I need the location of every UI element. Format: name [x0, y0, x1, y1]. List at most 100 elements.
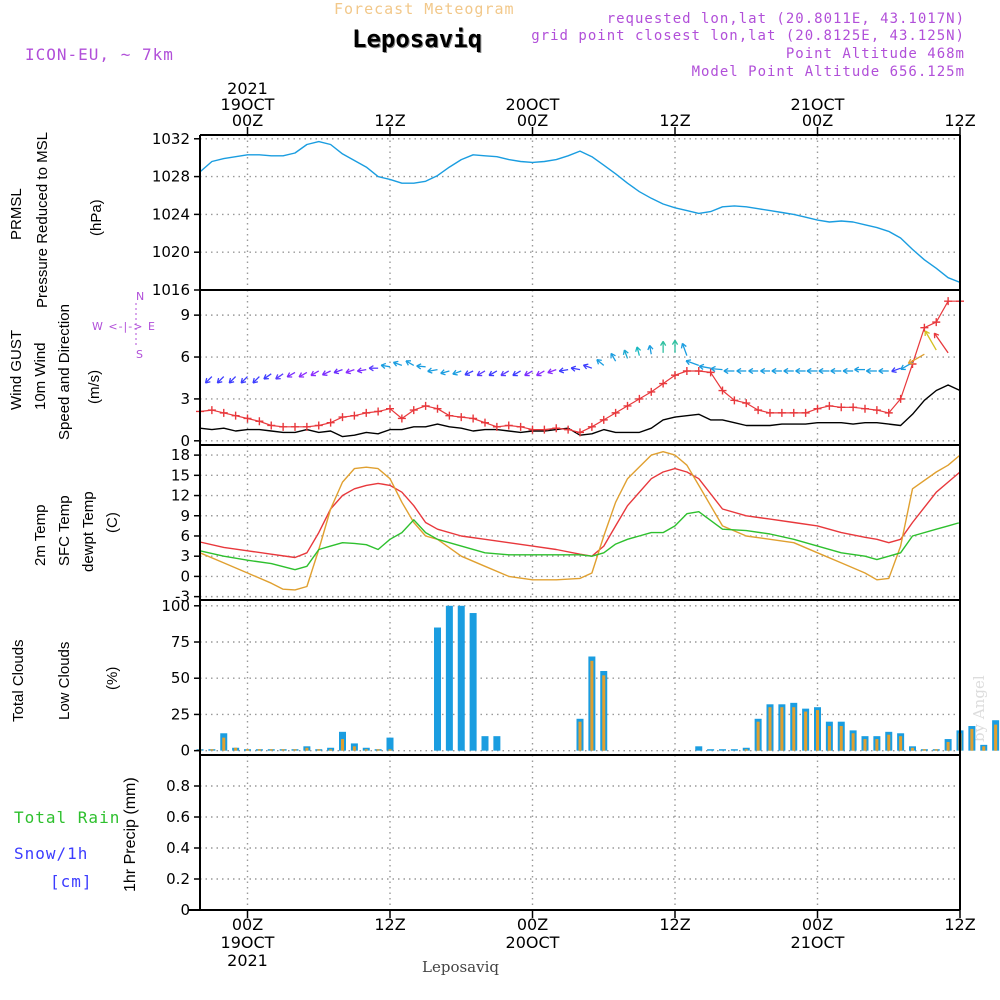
wind-arrow-head: [866, 367, 871, 375]
total-cloud-bar: [386, 737, 394, 751]
y-tick-label: 9: [180, 507, 190, 525]
low-cloud-bar: [602, 675, 606, 751]
total-cloud-bar: [457, 605, 465, 751]
wind-arrow-head: [596, 358, 602, 365]
low-cloud-bar: [210, 749, 214, 751]
low-cloud-bar: [246, 749, 249, 751]
gust-marker: [386, 404, 394, 413]
gust-marker: [694, 366, 703, 375]
gust-marker: [445, 411, 454, 420]
wind-arrow-head: [878, 367, 884, 375]
x-tick-label-top: 12Z: [944, 111, 975, 130]
meteogram-title: Forecast Meteogram: [334, 0, 515, 18]
wind-arrow-shaft: [559, 368, 569, 372]
wind-arrow-shaft: [710, 367, 723, 371]
total-cloud-bar: [469, 613, 477, 751]
total-cloud-bar: [730, 749, 738, 751]
gust-marker: [861, 404, 869, 413]
gust-marker: [552, 424, 561, 433]
wind-arrow-head: [659, 341, 667, 346]
wind-arrow-head: [900, 364, 906, 371]
y-tick-label: 0: [180, 432, 190, 450]
gust-marker: [789, 408, 798, 417]
low-cloud-bar: [317, 749, 321, 751]
footer-location: Leposaviq: [422, 958, 499, 976]
wind-arrow-head: [818, 367, 824, 375]
gust-marker: [350, 411, 359, 420]
gust-marker: [231, 411, 240, 420]
wind-arrow-shaft: [536, 370, 545, 377]
low-cloud-bar: [911, 747, 914, 751]
gust-marker: [671, 371, 679, 380]
gust-marker: [433, 404, 442, 413]
y-tick-label: 1024: [152, 205, 190, 223]
wind-arrow-shaft: [381, 364, 391, 368]
y-tick-label: 1032: [152, 130, 190, 148]
low-cloud-bar: [222, 737, 226, 751]
gust-marker: [599, 415, 608, 424]
wind-arrow-head: [830, 367, 836, 375]
x-tick-label-top: 00Z: [232, 111, 263, 130]
x-tick-label-bottom: 00Z: [802, 915, 833, 934]
y-tick-label: 50: [171, 669, 190, 687]
gust-marker: [504, 421, 513, 430]
low-cloud-bar: [792, 707, 796, 751]
y-tick-label: 0.2: [166, 870, 190, 888]
wind-arrow-shaft: [333, 368, 343, 374]
low-cloud-bar: [934, 749, 938, 751]
gust-marker: [516, 422, 525, 431]
gust-marker: [884, 408, 893, 417]
gust-marker: [730, 396, 739, 405]
total-cloud-bar: [445, 605, 453, 751]
wind-arrow-head: [333, 368, 340, 375]
gust-marker: [837, 403, 846, 412]
wind-arrow-head: [698, 363, 705, 370]
low-cloud-bar: [293, 749, 297, 751]
gust-marker: [291, 422, 299, 431]
gust-marker: [469, 414, 478, 423]
wind-arrow-head: [771, 367, 777, 375]
y-tick-label: 6: [180, 348, 190, 366]
wind-arrow-shaft: [345, 368, 355, 374]
gust-marker: [421, 401, 430, 410]
wind-arrow-head: [685, 359, 692, 366]
model-point-altitude: Model Point Altitude 656.125m: [691, 64, 965, 80]
x-tick-label-bottom: 12Z: [659, 915, 690, 934]
x-tick-label-bottom: 12Z: [944, 915, 975, 934]
y-tick-label: 0: [180, 742, 190, 760]
wind-arrow-head: [500, 370, 506, 377]
gust-marker: [659, 379, 668, 388]
gust-marker: [920, 323, 929, 332]
wind-arrow-shaft: [452, 370, 462, 375]
total-cloud-bar: [493, 736, 501, 751]
pressure-line: [199, 140, 961, 284]
point-altitude: Point Altitude 468m: [785, 46, 965, 62]
gust-marker: [896, 394, 905, 403]
gust-marker: [338, 413, 347, 422]
wind-arrow-head: [405, 360, 411, 366]
gust-marker: [932, 318, 941, 327]
wind-arrow-shaft: [263, 373, 272, 380]
low-cloud-bar: [305, 747, 309, 751]
wind-arrow-head: [622, 349, 629, 355]
gust-marker: [766, 408, 774, 417]
low-cloud-bar: [352, 746, 356, 751]
wind-arrow-head: [783, 367, 789, 375]
temp-line-2m-temp: [199, 464, 961, 559]
wind-arrow-shaft: [275, 373, 284, 380]
y-tick-label: 12: [171, 487, 190, 505]
low-cloud-bar: [329, 749, 333, 751]
y-tick-label: 15: [171, 466, 190, 484]
wind-arrow-head: [488, 370, 495, 377]
wind-arrow-head: [842, 367, 848, 375]
wind-arrow-shaft: [649, 345, 652, 355]
x-tick-label-bottom: 2021: [227, 951, 268, 970]
compass-s: S: [136, 348, 143, 361]
wind-arrow-head: [647, 344, 654, 351]
low-cloud-bar: [887, 734, 891, 751]
gust-marker: [397, 414, 406, 423]
wind-arrow-shaft: [393, 361, 403, 367]
wind-arrow-head: [392, 360, 399, 367]
gust-marker: [564, 425, 573, 434]
wind-arrow-shaft: [891, 367, 901, 373]
